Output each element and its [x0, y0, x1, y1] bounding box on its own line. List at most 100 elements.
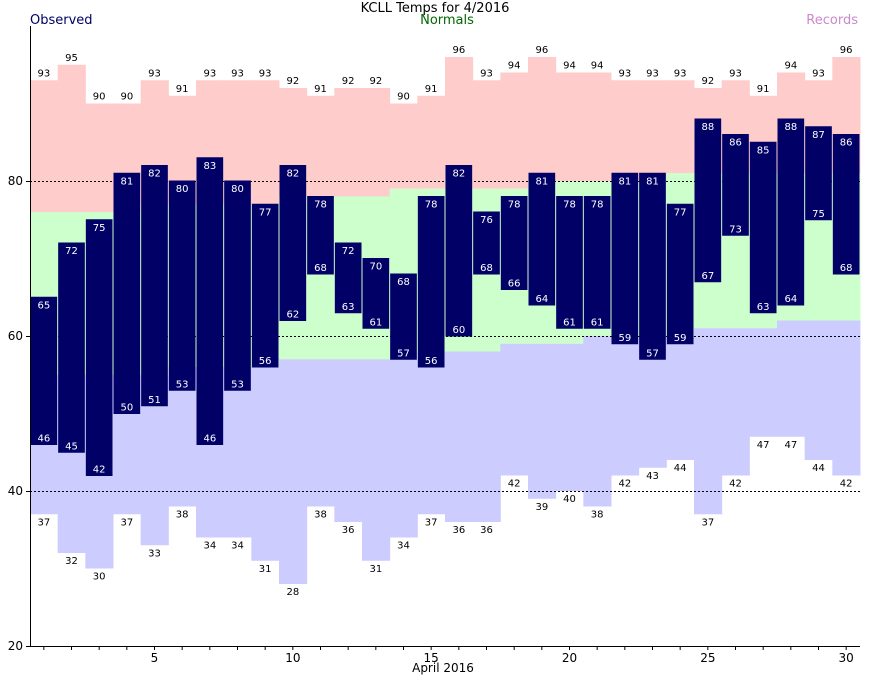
- record-low-label-day-22: 42: [618, 479, 631, 490]
- record-low-label-day-15: 37: [425, 517, 438, 528]
- observed-low-label-day-15: 56: [425, 356, 438, 367]
- record-low-label-day-3: 30: [93, 572, 106, 583]
- record-high-label-day-27: 91: [757, 84, 770, 95]
- record-low-label-day-7: 34: [203, 541, 216, 552]
- record-high-band-day-3: [85, 103, 114, 212]
- record-low-band-day-13: [362, 359, 391, 561]
- record-low-band-day-10: [279, 359, 308, 584]
- y-tick-label-20: 20: [8, 639, 23, 653]
- record-low-label-day-30: 42: [840, 479, 853, 490]
- record-high-label-day-21: 94: [591, 61, 604, 72]
- observed-high-label-day-11: 78: [314, 200, 327, 211]
- observed-bar-day-29: [805, 126, 832, 221]
- observed-bar-day-3: [85, 219, 113, 476]
- observed-low-label-day-11: 68: [314, 263, 327, 274]
- record-low-band-day-28: [777, 320, 806, 437]
- observed-bars-layer: [30, 118, 860, 476]
- record-low-band-day-26: [721, 328, 750, 476]
- y-tick-label-80: 80: [8, 174, 23, 188]
- record-low-band-day-29: [804, 320, 833, 460]
- record-high-band-day-11: [306, 95, 335, 197]
- observed-low-label-day-2: 45: [65, 441, 78, 452]
- record-high-label-day-4: 90: [120, 92, 133, 103]
- observed-bar-day-17: [473, 211, 500, 275]
- record-low-band-day-11: [306, 359, 335, 507]
- observed-high-label-day-16: 82: [452, 169, 465, 180]
- record-low-band-day-14: [389, 359, 418, 538]
- observed-bar-day-2: [58, 242, 85, 453]
- record-high-label-day-30: 96: [840, 45, 853, 56]
- record-high-label-day-23: 93: [646, 68, 659, 79]
- observed-low-label-day-10: 62: [286, 310, 299, 321]
- observed-low-label-day-18: 66: [508, 279, 521, 290]
- observed-low-label-day-29: 75: [812, 209, 825, 220]
- record-high-label-day-18: 94: [508, 61, 521, 72]
- record-low-label-day-18: 42: [508, 479, 521, 490]
- observed-bar-day-24: [666, 203, 694, 345]
- observed-low-label-day-8: 53: [231, 379, 244, 390]
- observed-bar-day-25: [694, 118, 722, 283]
- record-high-label-day-6: 91: [176, 84, 189, 95]
- record-low-band-day-12: [334, 359, 363, 522]
- record-high-band-day-20: [555, 72, 584, 181]
- observed-high-label-day-4: 81: [120, 176, 133, 187]
- observed-low-label-day-22: 59: [618, 333, 631, 344]
- record-high-label-day-1: 93: [37, 68, 50, 79]
- observed-low-label-day-13: 61: [369, 317, 382, 328]
- observed-high-label-day-20: 78: [563, 200, 576, 211]
- record-high-band-day-14: [389, 103, 418, 189]
- record-low-band-day-22: [611, 336, 640, 476]
- observed-high-label-day-27: 85: [757, 145, 770, 156]
- record-high-label-day-5: 93: [148, 68, 161, 79]
- observed-high-label-day-9: 77: [259, 207, 272, 218]
- observed-low-label-day-19: 64: [535, 294, 548, 305]
- record-high-band-day-2: [57, 64, 86, 212]
- observed-low-label-day-5: 51: [148, 395, 161, 406]
- observed-low-label-day-30: 68: [840, 263, 853, 274]
- record-high-label-day-8: 93: [231, 68, 244, 79]
- observed-low-label-day-28: 64: [784, 294, 797, 305]
- observed-high-label-day-18: 78: [508, 200, 521, 211]
- observed-bar-day-26: [722, 134, 749, 236]
- record-high-band-day-24: [666, 80, 695, 174]
- observed-high-label-day-25: 88: [701, 122, 714, 133]
- record-high-label-day-22: 93: [618, 68, 631, 79]
- record-low-band-day-15: [417, 351, 446, 515]
- x-tick-label-30: 30: [839, 651, 854, 665]
- value-labels-layer: 65 46 93 37 72 45 95 32 75 42 90 30 81 50 90 37 82 51 93 33…: [37, 45, 852, 598]
- observed-bar-day-22: [611, 172, 639, 345]
- observed-high-label-day-29: 87: [812, 130, 825, 141]
- observed-low-label-day-1: 46: [37, 434, 50, 445]
- record-low-label-day-29: 44: [812, 463, 825, 474]
- x-tick-label-20: 20: [562, 651, 577, 665]
- observed-bar-day-15: [417, 196, 445, 368]
- record-high-label-day-12: 92: [342, 76, 355, 87]
- record-low-band-day-16: [445, 351, 474, 522]
- record-high-label-day-9: 93: [259, 68, 272, 79]
- legend-observed: Observed: [30, 13, 93, 28]
- observed-high-label-day-24: 77: [674, 207, 687, 218]
- record-low-label-day-13: 31: [369, 564, 382, 575]
- observed-bar-day-7: [196, 157, 224, 445]
- observed-high-label-day-22: 81: [618, 176, 631, 187]
- record-high-band-day-12: [334, 88, 363, 197]
- observed-low-label-day-7: 46: [203, 434, 216, 445]
- observed-high-label-day-10: 82: [286, 169, 299, 180]
- record-high-label-day-10: 92: [286, 76, 299, 87]
- observed-low-label-day-12: 63: [342, 302, 355, 313]
- record-low-label-day-1: 37: [37, 517, 50, 528]
- record-high-band-day-17: [472, 80, 501, 189]
- legend-records: Records: [806, 13, 858, 28]
- observed-bar-day-8: [224, 180, 251, 391]
- record-high-label-day-19: 96: [535, 45, 548, 56]
- record-high-band-day-15: [417, 95, 446, 189]
- observed-bar-day-5: [141, 165, 168, 407]
- record-low-label-day-9: 31: [259, 564, 272, 575]
- record-low-band-day-21: [583, 336, 612, 507]
- chart-title: KCLL Temps for 4/2016: [361, 1, 510, 16]
- x-axis-label: April 2016: [412, 661, 474, 675]
- observed-bar-day-27: [749, 141, 777, 314]
- record-high-label-day-15: 91: [425, 84, 438, 95]
- record-low-label-day-27: 47: [757, 440, 770, 451]
- record-high-label-day-16: 96: [452, 45, 465, 56]
